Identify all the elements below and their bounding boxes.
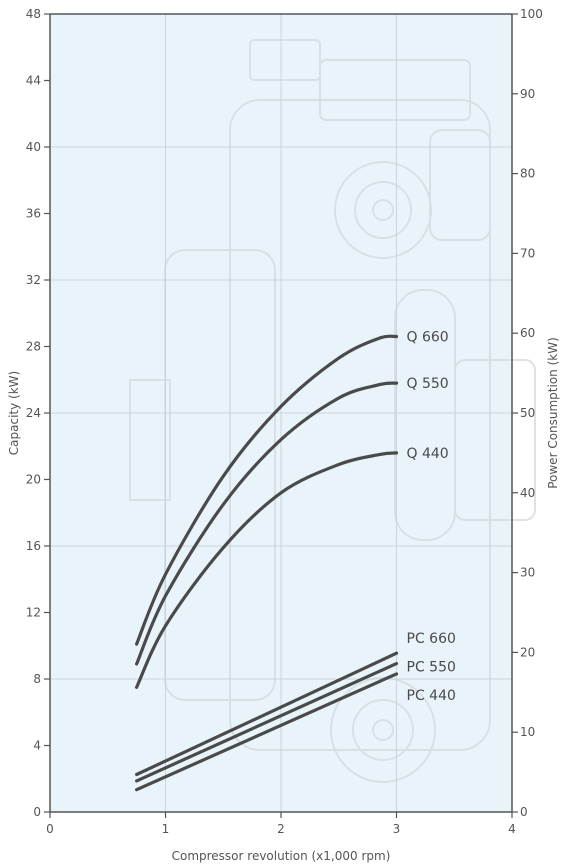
series-label-pc-440: PC 440 (407, 688, 456, 704)
series-line-pc-440 (135, 672, 399, 792)
right-tick-label: 20 (520, 645, 535, 659)
left-tick-label: 48 (26, 7, 41, 21)
left-tick-label: 8 (33, 672, 41, 686)
left-tick-label: 28 (26, 340, 41, 354)
series-lines (135, 334, 399, 792)
series-label-q-660: Q 660 (407, 330, 449, 346)
left-tick-label: 12 (26, 606, 41, 620)
left-tick-label: 0 (33, 805, 41, 819)
x-tick-label: 2 (277, 822, 285, 836)
right-tick-label: 50 (520, 406, 535, 420)
series-line-q-440 (135, 451, 399, 689)
series-line-q-550 (135, 381, 399, 666)
series-label-q-440: Q 440 (407, 446, 449, 462)
x-tick-label: 3 (393, 822, 401, 836)
right-tick-label: 60 (520, 326, 535, 340)
series-labels: Q 660 Q 550 Q 440 PC 660 PC 550 PC 440 (407, 330, 456, 704)
left-tick-label: 20 (26, 473, 41, 487)
right-tick-label: 100 (520, 7, 543, 21)
left-tick-label: 40 (26, 140, 41, 154)
series-line-pc-550 (135, 662, 399, 783)
right-tick-label: 0 (520, 805, 528, 819)
left-tick-label: 36 (26, 207, 41, 221)
right-y-axis-label: Power Consumption (kW) (546, 337, 560, 489)
right-y-axis-ticks: 0 10 20 30 40 50 60 70 80 90 100 (512, 7, 543, 819)
series-line-pc-660 (135, 651, 399, 777)
right-tick-label: 80 (520, 167, 535, 181)
left-tick-label: 24 (26, 406, 41, 420)
series-line-q-660 (135, 334, 399, 646)
right-tick-label: 40 (520, 486, 535, 500)
gridlines (50, 14, 512, 812)
left-tick-label: 16 (26, 539, 41, 553)
x-axis-label: Compressor revolution (x1,000 rpm) (172, 849, 391, 863)
x-tick-label: 4 (508, 822, 516, 836)
series-label-q-550: Q 550 (407, 376, 449, 392)
right-tick-label: 70 (520, 246, 535, 260)
right-tick-label: 90 (520, 87, 535, 101)
right-tick-label: 30 (520, 566, 535, 580)
series-label-pc-550: PC 550 (407, 660, 456, 676)
left-tick-label: 4 (33, 739, 41, 753)
left-tick-label: 44 (26, 74, 41, 88)
x-tick-label: 1 (162, 822, 170, 836)
right-tick-label: 10 (520, 725, 535, 739)
left-y-axis-label: Capacity (kW) (7, 371, 21, 455)
x-tick-label: 0 (46, 822, 54, 836)
series-label-pc-660: PC 660 (407, 631, 456, 647)
x-axis-ticks: 0 1 2 3 4 (46, 812, 516, 836)
left-tick-label: 32 (26, 273, 41, 287)
